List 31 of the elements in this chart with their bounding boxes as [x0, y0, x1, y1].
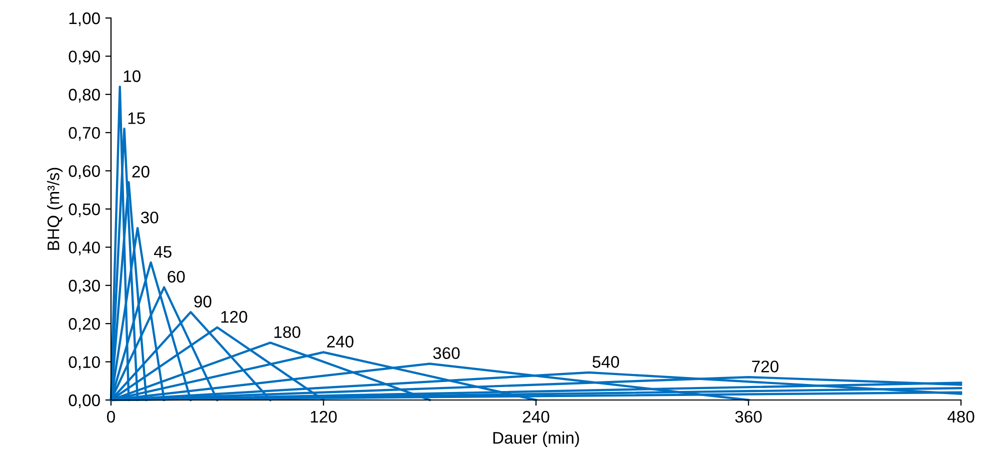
series-label: 180 — [274, 326, 300, 338]
series-label: 360 — [433, 347, 460, 360]
series-label: 720 — [752, 360, 778, 372]
y-tick-label: 0,50 — [68, 203, 100, 218]
series-label: 90 — [194, 296, 212, 308]
series-label: 120 — [221, 310, 248, 323]
x-tick-label: 120 — [310, 410, 337, 423]
series-label: 30 — [140, 212, 158, 224]
y-axis-title: BHQ (m³/s) — [47, 168, 63, 250]
x-tick-label: 480 — [947, 410, 974, 423]
y-tick-label: 1,00 — [69, 12, 100, 26]
y-tick-label: 0,80 — [68, 88, 100, 103]
series-label: 10 — [124, 70, 141, 82]
series-label: 15 — [128, 112, 145, 124]
series-label: 540 — [592, 356, 620, 368]
y-tick-label: 0,10 — [68, 356, 100, 370]
series-label: 20 — [132, 166, 150, 178]
y-tick-label: 0,60 — [68, 165, 100, 179]
y-tick-label: 0,30 — [68, 280, 100, 294]
x-axis-title: Dauer (min) — [493, 432, 579, 448]
y-tick-label: 0,20 — [68, 318, 100, 332]
series-label: 45 — [154, 246, 172, 258]
y-tick-label: 0,00 — [68, 394, 100, 408]
y-tick-label: 0,90 — [68, 50, 100, 64]
x-tick-label: 0 — [107, 410, 115, 423]
y-tick-label: 0,70 — [68, 127, 100, 141]
series-label: 240 — [327, 336, 354, 348]
x-tick-label: 360 — [735, 410, 762, 423]
y-tick-label: 0,40 — [68, 242, 100, 256]
x-tick-label: 240 — [522, 410, 550, 423]
series-label: 60 — [168, 270, 185, 283]
